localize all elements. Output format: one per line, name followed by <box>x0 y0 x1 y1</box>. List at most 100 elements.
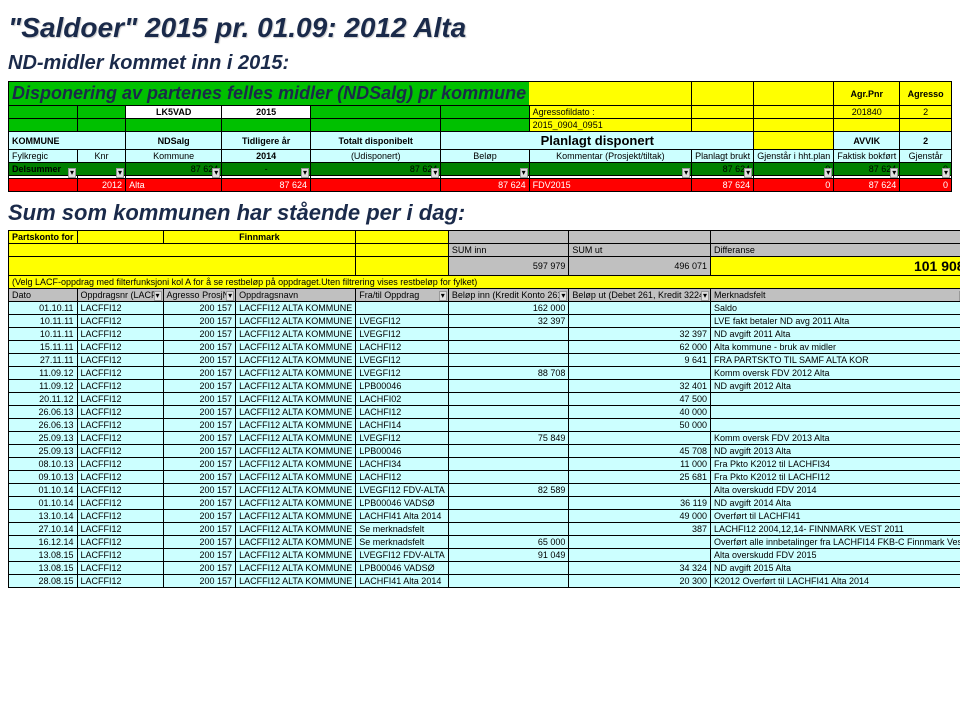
hint-text: (Velg LACF-oppdrag med filterfunksjoni k… <box>9 276 960 289</box>
filter-knr[interactable] <box>77 176 125 179</box>
ledger-cell-m: Saldo <box>710 302 960 315</box>
hdr-knr: Knr <box>77 150 125 163</box>
ledger-cell-u: 45 708 <box>569 445 711 458</box>
hdr-2014: 2014 <box>222 150 311 163</box>
ledger-cell-m: FRA PARTSKTO TIL SAMF ALTA KOR <box>710 354 960 367</box>
row-2012-v3: 87 624 <box>692 179 754 192</box>
ledger-cell-f: LPB00046 VADSØ <box>356 562 449 575</box>
ledger-cell-o: LACFFI12 <box>77 510 163 523</box>
ledger-cell-u <box>569 432 711 445</box>
filter-brukt[interactable] <box>692 176 754 179</box>
ledger-cell-o: LACFFI12 <box>77 367 163 380</box>
ledger-cell-m: LVE fakt betaler ND avg 2011 Alta <box>710 315 960 328</box>
ledger-cell-p: 200 157 <box>163 419 236 432</box>
ledger-cell-i: 88 708 <box>448 367 569 380</box>
ledger-cell-p: 200 157 <box>163 536 236 549</box>
ledger-row: 25.09.13LACFFI12200 157LACFFI12 ALTA KOM… <box>9 432 960 445</box>
filter-kommune[interactable] <box>126 176 222 179</box>
ledger-cell-p: 200 157 <box>163 341 236 354</box>
filter-2014[interactable] <box>222 176 311 179</box>
ledger-cell-m: ND avgift 2015 Alta <box>710 562 960 575</box>
ledger-cell-o: LACFFI12 <box>77 445 163 458</box>
ledger-cell-u: 34 324 <box>569 562 711 575</box>
ledger-cell-u: 387 <box>569 523 711 536</box>
ledger-cell-i <box>448 406 569 419</box>
hdr-avvik: AVVIK <box>834 132 900 150</box>
ledger-cell-i <box>448 380 569 393</box>
ledger-cell-p: 200 157 <box>163 471 236 484</box>
ledger-cell-p: 200 157 <box>163 497 236 510</box>
ledger-row: 25.09.13LACFFI12200 157LACFFI12 ALTA KOM… <box>9 445 960 458</box>
col-agresso-prosjnr[interactable]: Agresso ProsjNr <box>163 289 236 302</box>
ledger-cell-n: LACFFI12 ALTA KOMMUNE <box>236 419 356 432</box>
hdr-totalt: Totalt disponibelt <box>311 132 441 150</box>
sum-inn-value: 597 979 <box>448 257 569 276</box>
region: Finnmark <box>163 231 356 244</box>
ledger-cell-u: 32 401 <box>569 380 711 393</box>
ledger-cell-d: 27.10.14 <box>9 523 78 536</box>
ledger-cell-d: 15.11.11 <box>9 341 78 354</box>
filter-belop[interactable] <box>441 176 529 179</box>
ledger-row: 01.10.11LACFFI12200 157LACFFI12 ALTA KOM… <box>9 302 960 315</box>
filter-udisponert[interactable] <box>311 176 441 179</box>
ledger-cell-i <box>448 510 569 523</box>
ledger-cell-m: ND avgift 2012 Alta <box>710 380 960 393</box>
ledger-cell-p: 200 157 <box>163 406 236 419</box>
ledger-row: 26.06.13LACFFI12200 157LACFFI12 ALTA KOM… <box>9 406 960 419</box>
col-belop-ut[interactable]: Beløp ut (Debet 261, Kredit 3224) <box>569 289 711 302</box>
ledger-cell-o: LACFFI12 <box>77 419 163 432</box>
filter-fylkregic[interactable] <box>9 176 78 179</box>
ledger-cell-m <box>710 393 960 406</box>
sum-ut-label: SUM ut <box>569 244 711 257</box>
ledger-cell-n: LACFFI12 ALTA KOMMUNE <box>236 575 356 588</box>
col-oppdragsnavn: Oppdragsnavn <box>236 289 356 302</box>
ledger-cell-p: 200 157 <box>163 562 236 575</box>
hdr-ndsalg: NDSalg <box>126 132 222 150</box>
col-belop-inn[interactable]: Beløp inn (Kredit Konto 261) <box>448 289 569 302</box>
ledger-cell-d: 11.09.12 <box>9 380 78 393</box>
ledger-cell-u: 47 500 <box>569 393 711 406</box>
ledger-cell-f: LVEGFI12 FDV-ALTA <box>356 484 449 497</box>
ledger-cell-u: 50 000 <box>569 419 711 432</box>
col-merknadsfelt[interactable]: Merknadsfelt <box>710 289 960 302</box>
ledger-cell-i <box>448 575 569 588</box>
page-title: "Saldoer" 2015 pr. 01.09: 2012 Alta <box>8 12 952 44</box>
filter-kommentar[interactable] <box>529 176 692 179</box>
ledger-cell-m <box>710 419 960 432</box>
col-fra-til[interactable]: Fra/til Oppdrag <box>356 289 449 302</box>
ledger-cell-o: LACFFI12 <box>77 471 163 484</box>
ledger-cell-d: 09.10.13 <box>9 471 78 484</box>
sum-ut-value: 496 071 <box>569 257 711 276</box>
ledger-cell-m: Komm oversk FDV 2013 Alta <box>710 432 960 445</box>
ledger-row: 01.10.14LACFFI12200 157LACFFI12 ALTA KOM… <box>9 497 960 510</box>
ledger-cell-p: 200 157 <box>163 510 236 523</box>
col-oppdragsnr[interactable]: Oppdragsnr (LACF) <box>77 289 163 302</box>
ledger-cell-f: LVEGFI12 <box>356 315 449 328</box>
row-2012-z2: 0 <box>900 179 952 192</box>
hdr-gjenstar-plan: Gjenstår i hht.plan <box>754 150 834 163</box>
row-2012-v2: 87 624 <box>441 179 529 192</box>
row-2012-z: 0 <box>754 179 834 192</box>
ledger-cell-n: LACFFI12 ALTA KOMMUNE <box>236 471 356 484</box>
ledger-cell-n: LACFFI12 ALTA KOMMUNE <box>236 328 356 341</box>
hdr-avvik2: 2 <box>900 132 952 150</box>
ledger-cell-o: LACFFI12 <box>77 536 163 549</box>
ledger-row: 15.11.11LACFFI12200 157LACFFI12 ALTA KOM… <box>9 341 960 354</box>
ledger-cell-m: Overført til LACHFI41 <box>710 510 960 523</box>
filter-gjenstar-plan[interactable] <box>754 176 834 179</box>
code-2: 2 <box>900 106 952 119</box>
ledger-row: 27.11.11LACFFI12200 157LACFFI12 ALTA KOM… <box>9 354 960 367</box>
ledger-cell-f <box>356 302 449 315</box>
ledger-cell-u <box>569 367 711 380</box>
ledger-cell-f: LACHFI12 <box>356 406 449 419</box>
ledger-cell-m: Alta overskudd FDV 2015 <box>710 549 960 562</box>
ledger-cell-o: LACFFI12 <box>77 549 163 562</box>
filter-faktisk[interactable] <box>834 176 900 179</box>
ledger-cell-f: LACHFI02 <box>356 393 449 406</box>
ledger-cell-u <box>569 549 711 562</box>
ledger-row: 10.11.11LACFFI12200 157LACFFI12 ALTA KOM… <box>9 328 960 341</box>
ledger-cell-n: LACFFI12 ALTA KOMMUNE <box>236 510 356 523</box>
filter-gjenstar[interactable] <box>900 176 952 179</box>
ledger-row: 13.08.15LACFFI12200 157LACFFI12 ALTA KOM… <box>9 549 960 562</box>
hdr-fylkregic: Fylkregic <box>9 150 78 163</box>
